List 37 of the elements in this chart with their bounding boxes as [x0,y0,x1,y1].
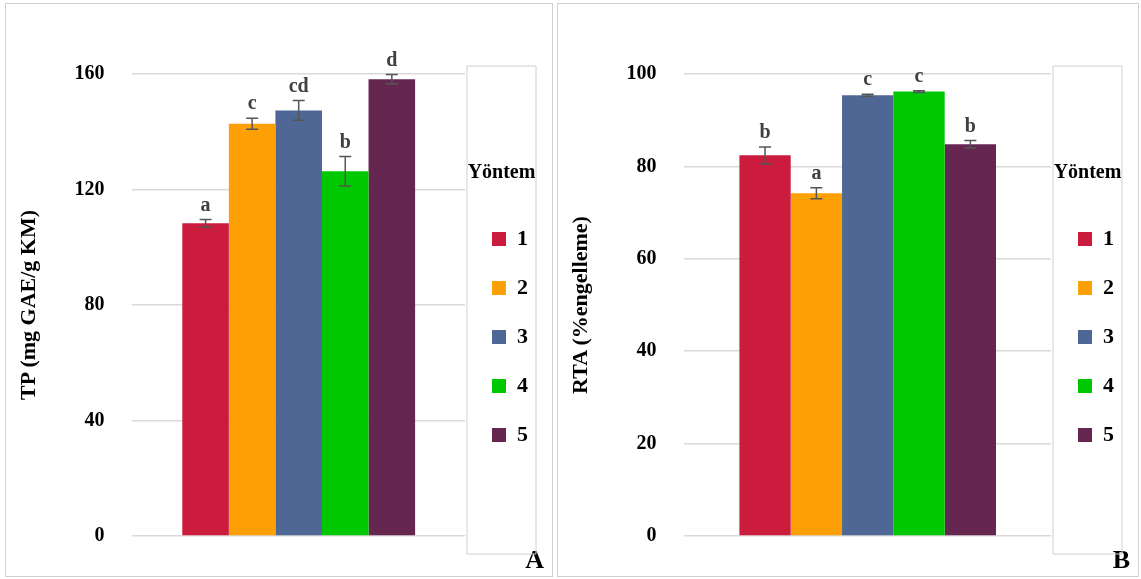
annotation: c [863,67,873,90]
legend-label: 2 [517,273,528,299]
annotation: cd [288,73,309,96]
legend-label: 4 [517,371,528,397]
legend-label: 1 [1103,224,1114,250]
annotation: a [200,192,211,215]
annotation: b [339,129,351,152]
y-axis-title: TP (mg GAE/g KM) [14,209,40,401]
annotation: d [386,47,398,70]
y-tick-label: 80 [84,292,105,315]
legend-label: 1 [517,224,528,250]
legend-title: Yöntem [1053,160,1122,183]
legend-label: 5 [517,420,528,446]
y-tick-label: 0 [94,523,105,546]
y-tick-label: 160 [74,61,105,84]
annotation: c [914,63,924,86]
annotation: b [964,113,976,136]
annotation: a [811,160,822,183]
y-tick-label: 100 [626,61,657,84]
legend-label: 5 [1103,420,1114,446]
text: A [525,544,545,574]
y-tick-label: 80 [636,153,657,176]
y-tick-label: 40 [636,338,657,361]
annotation: b [759,120,771,143]
y-tick-label: 0 [646,523,657,546]
y-tick-label: 120 [74,176,105,199]
y-tick-label: 60 [636,245,657,268]
legend-label: 2 [1103,273,1114,299]
annotation: c [247,91,257,114]
text: B [1112,544,1130,574]
y-tick-label: 20 [636,430,657,453]
legend-title: Yöntem [467,160,536,183]
legend-label: 3 [1103,322,1114,348]
y-axis-title: RTA (%engelleme) [566,216,592,394]
y-tick-label: 40 [84,407,105,430]
legend-label: 4 [1103,371,1114,397]
legend-label: 3 [517,322,528,348]
